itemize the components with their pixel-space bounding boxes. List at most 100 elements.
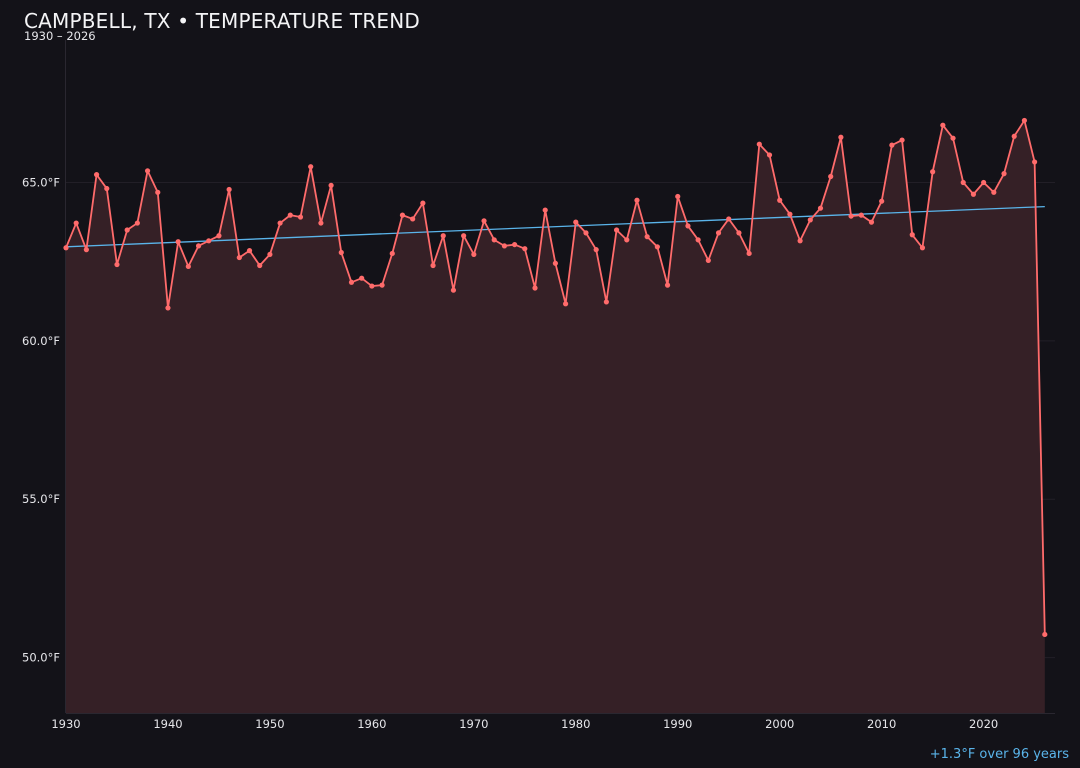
- chart-title: CAMPBELL, TX • TEMPERATURE TREND: [24, 9, 421, 33]
- data-point: [726, 216, 732, 222]
- data-point: [226, 186, 232, 193]
- x-tick-label: 2010: [867, 717, 896, 731]
- data-point: [532, 285, 538, 291]
- data-point: [838, 134, 844, 140]
- data-point: [858, 212, 864, 218]
- data-point: [461, 233, 467, 239]
- data-point: [450, 287, 457, 293]
- data-point: [206, 238, 212, 244]
- data-point: [124, 227, 130, 233]
- data-point: [338, 249, 344, 256]
- data-point: [134, 220, 140, 226]
- data-point: [695, 237, 701, 243]
- data-point: [481, 218, 487, 224]
- data-point: [471, 251, 477, 258]
- data-point: [899, 137, 905, 143]
- data-point: [736, 230, 742, 236]
- x-tick-label: 1940: [153, 717, 182, 731]
- data-point: [512, 241, 518, 248]
- y-tick-label: 55.0°F: [22, 492, 60, 506]
- x-tick-label: 2020: [969, 717, 998, 731]
- data-point: [1001, 171, 1007, 177]
- data-point: [185, 263, 191, 270]
- x-tick-label: 1980: [561, 717, 590, 731]
- data-point: [93, 172, 100, 178]
- x-tick-label: 1960: [357, 717, 386, 731]
- data-point: [379, 282, 385, 288]
- data-point: [501, 243, 508, 249]
- data-point: [634, 197, 640, 203]
- data-point: [981, 179, 987, 186]
- data-point: [1011, 133, 1017, 139]
- trend-line: [65, 205, 1045, 248]
- series-area: [66, 120, 1045, 713]
- data-point: [848, 213, 854, 219]
- data-point: [562, 301, 569, 307]
- data-point: [970, 191, 977, 197]
- data-point: [573, 219, 579, 225]
- data-point: [919, 245, 926, 251]
- data-point: [267, 251, 273, 258]
- data-point: [1021, 117, 1028, 124]
- data-point: [828, 173, 834, 180]
- x-tick-label: 1950: [255, 717, 284, 731]
- data-point: [675, 193, 681, 200]
- data-point: [817, 205, 824, 211]
- data-point: [195, 243, 202, 249]
- data-point: [766, 152, 773, 158]
- trend-note: +1.3°F over 96 years: [929, 747, 1069, 762]
- data-point: [491, 237, 497, 243]
- data-point: [868, 219, 875, 225]
- x-tick-label: 1970: [459, 717, 488, 731]
- data-point: [73, 220, 79, 226]
- data-point: [522, 246, 528, 252]
- data-point: [399, 212, 406, 218]
- data-point: [277, 220, 283, 226]
- x-tick-label: 1930: [51, 717, 80, 731]
- data-point: [420, 200, 426, 206]
- y-tick-label: 60.0°F: [22, 334, 60, 348]
- data-point: [991, 189, 997, 195]
- data-point: [664, 282, 671, 288]
- data-point: [807, 217, 813, 223]
- data-point: [797, 238, 803, 244]
- data-point: [624, 237, 630, 243]
- data-point: [644, 234, 650, 240]
- data-point: [104, 185, 110, 192]
- data-point: [430, 262, 436, 269]
- data-point: [257, 262, 263, 269]
- y-tick-label: 50.0°F: [22, 651, 60, 665]
- data-point: [542, 207, 548, 213]
- y-tick-label: 65.0°F: [22, 176, 60, 190]
- data-point: [583, 230, 589, 236]
- data-point: [603, 299, 609, 305]
- data-point: [879, 198, 885, 204]
- data-point: [165, 305, 171, 311]
- data-point: [114, 261, 120, 268]
- data-point: [175, 239, 181, 245]
- data-point: [685, 223, 691, 229]
- data-point: [83, 247, 89, 253]
- data-point: [144, 168, 151, 174]
- data-point: [950, 135, 956, 141]
- data-point: [389, 250, 395, 257]
- data-point: [287, 212, 293, 218]
- data-point: [889, 142, 895, 148]
- data-point: [613, 227, 620, 233]
- data-point: [940, 122, 946, 128]
- data-point: [777, 197, 783, 203]
- data-point: [297, 214, 304, 220]
- data-point: [1042, 631, 1048, 638]
- data-point: [746, 250, 752, 257]
- data-point: [787, 211, 793, 217]
- chart-subtitle: 1930 – 2026: [24, 29, 96, 43]
- x-tick-label: 1990: [663, 717, 692, 731]
- data-point: [216, 233, 222, 239]
- x-tick-label: 2000: [765, 717, 794, 731]
- data-point: [246, 248, 253, 254]
- data-point: [308, 164, 314, 170]
- data-point: [593, 247, 599, 253]
- data-point: [155, 189, 161, 195]
- data-point: [63, 245, 69, 251]
